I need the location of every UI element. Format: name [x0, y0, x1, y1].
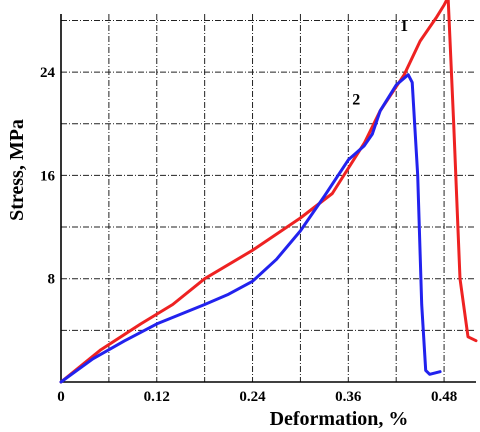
series-line-2 [59, 73, 442, 384]
x-tick-label-3: 0.36 [335, 389, 362, 405]
series-label-1: 1 [400, 18, 408, 35]
series-group [59, 0, 478, 384]
y-tick-label-1: 16 [40, 168, 56, 184]
y-axis-title: Stress, MPa [6, 119, 28, 221]
series-labels: 12 [352, 18, 408, 109]
x-tick-label-4: 0.48 [431, 389, 457, 405]
x-axis-title: Deformation, % [270, 408, 409, 430]
axes [60, 14, 476, 383]
series-label-2: 2 [352, 91, 360, 108]
y-tick-label-2: 24 [40, 65, 56, 81]
tick-labels: 0 0.12 0.24 0.36 0.48 8 16 24 [40, 65, 457, 405]
x-tick-label-0: 0 [57, 389, 65, 405]
y-tick-label-0: 8 [48, 272, 56, 288]
x-tick-label-1: 0.12 [144, 389, 170, 405]
grid [61, 14, 476, 382]
x-tick-label-2: 0.24 [239, 389, 266, 405]
series-line-1 [59, 0, 478, 384]
